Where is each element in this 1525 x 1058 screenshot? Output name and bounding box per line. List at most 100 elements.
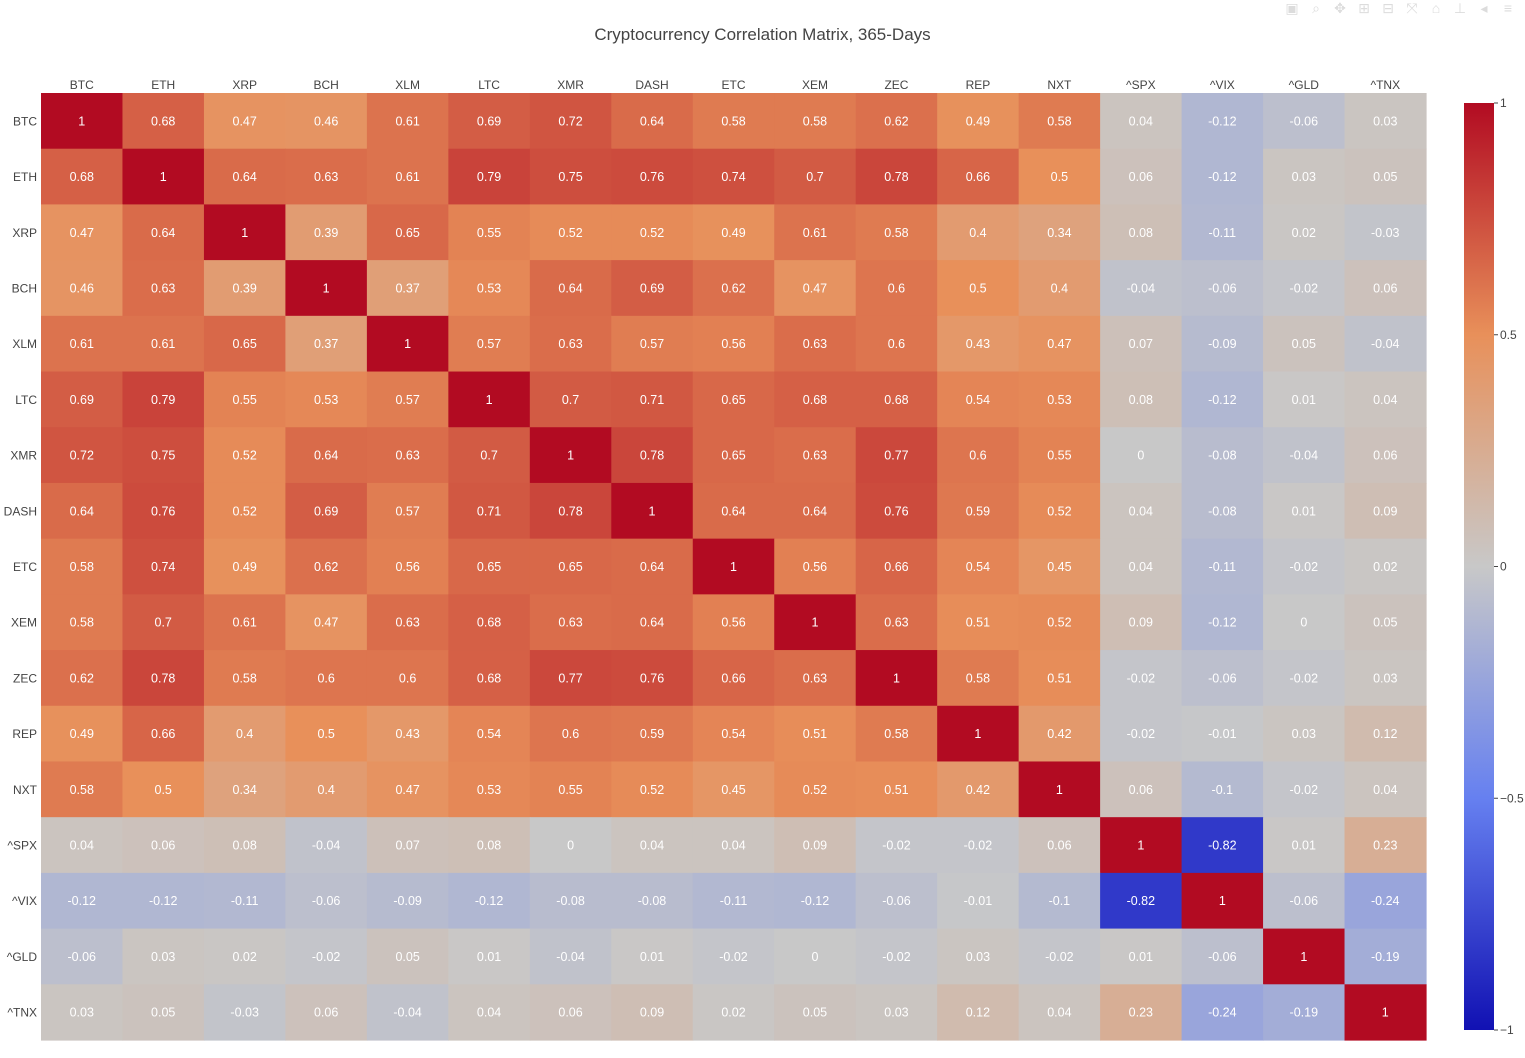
heatmap-cell bbox=[448, 817, 531, 874]
zoom-icon[interactable]: ⌕ bbox=[1312, 0, 1320, 16]
heatmap-cell bbox=[1181, 538, 1264, 595]
heatmap-cell bbox=[41, 93, 124, 150]
cell-value-label: 0.5 bbox=[1051, 170, 1068, 184]
cell-value-label: 0.64 bbox=[640, 616, 664, 630]
heatmap-cell bbox=[611, 371, 694, 428]
spike-lines-icon[interactable]: ⊥ bbox=[1453, 0, 1467, 16]
heatmap-cell bbox=[203, 594, 287, 651]
cell-value-label: 0 bbox=[811, 950, 818, 964]
cell-value-label: 0.01 bbox=[1129, 950, 1153, 964]
heatmap-cell bbox=[41, 427, 124, 484]
heatmap-cell bbox=[448, 93, 531, 150]
colorbar-tick-label: 0.5 bbox=[1500, 328, 1517, 342]
cell-value-label: 0.52 bbox=[233, 504, 257, 518]
cell-value-label: 0.77 bbox=[884, 449, 908, 463]
heatmap-cell bbox=[448, 148, 531, 206]
cell-value-label: 0.61 bbox=[395, 170, 419, 184]
cell-value-label: -0.04 bbox=[312, 839, 341, 853]
cell-value-label: 0.51 bbox=[1047, 671, 1071, 685]
cell-value-label: -0.04 bbox=[1290, 449, 1319, 463]
heatmap-cell bbox=[1344, 315, 1427, 373]
hover-closest-icon[interactable]: ◂ bbox=[1480, 0, 1488, 16]
cell-value-label: 0.03 bbox=[1373, 114, 1397, 128]
heatmap-cell bbox=[1263, 761, 1346, 818]
cell-value-label: 0.01 bbox=[477, 950, 501, 964]
heatmap-cell bbox=[448, 594, 531, 651]
cell-value-label: -0.04 bbox=[1127, 281, 1156, 295]
y-tick-label: ^GLD bbox=[7, 950, 38, 964]
cell-value-label: 0.09 bbox=[640, 1006, 664, 1020]
heatmap-cell bbox=[1018, 872, 1101, 930]
heatmap-cell bbox=[285, 761, 368, 818]
heatmap-cell bbox=[203, 872, 287, 930]
heatmap-cell bbox=[1263, 650, 1346, 707]
cell-value-label: 0.59 bbox=[640, 727, 664, 741]
cell-value-label: -0.02 bbox=[719, 950, 748, 964]
cell-value-label: 0.58 bbox=[70, 560, 94, 574]
cell-value-label: 1 bbox=[730, 560, 737, 574]
x-tick-label: ETC bbox=[722, 78, 746, 92]
cell-value-label: -0.06 bbox=[1208, 671, 1237, 685]
cell-value-label: 0.04 bbox=[1129, 504, 1153, 518]
heatmap-cell bbox=[692, 984, 775, 1041]
heatmap-cell bbox=[1100, 538, 1183, 595]
cell-value-label: 0.52 bbox=[640, 226, 664, 240]
cell-value-label: 0.03 bbox=[70, 1006, 94, 1020]
heatmap-cell bbox=[1181, 705, 1264, 763]
cell-value-label: 0.62 bbox=[884, 114, 908, 128]
home-icon[interactable]: ⌂ bbox=[1431, 0, 1441, 16]
heatmap-cell bbox=[203, 650, 287, 707]
heatmap-cell bbox=[448, 984, 531, 1041]
x-tick-label: DASH bbox=[635, 78, 668, 92]
cell-value-label: -0.09 bbox=[1208, 337, 1237, 351]
heatmap-cell bbox=[1100, 260, 1183, 317]
heatmap-cell bbox=[529, 817, 612, 874]
heatmap-cell bbox=[1018, 928, 1101, 985]
cell-value-label: 0.54 bbox=[721, 727, 745, 741]
zoom-in-icon[interactable]: ⊞ bbox=[1358, 0, 1370, 16]
autoscale-icon[interactable]: ⤧ bbox=[1406, 0, 1418, 16]
cell-value-label: 0.55 bbox=[477, 226, 501, 240]
cell-value-label: 0.63 bbox=[558, 616, 582, 630]
cell-value-label: 0.76 bbox=[884, 504, 908, 518]
heatmap-cell bbox=[937, 705, 1020, 763]
heatmap-cell bbox=[1344, 260, 1427, 317]
heatmap-cell bbox=[285, 482, 368, 540]
cell-value-label: 0.09 bbox=[803, 839, 827, 853]
cell-value-label: 0.72 bbox=[70, 449, 94, 463]
x-tick-label: NXT bbox=[1047, 78, 1072, 92]
heatmap-cell bbox=[692, 538, 775, 595]
cell-value-label: 0.46 bbox=[314, 114, 338, 128]
camera-icon[interactable]: ▣ bbox=[1285, 0, 1299, 16]
heatmap-cell bbox=[611, 984, 694, 1041]
cell-value-label: 0.04 bbox=[1047, 1006, 1071, 1020]
cell-value-label: 0.6 bbox=[969, 449, 986, 463]
heatmap-cell bbox=[529, 260, 612, 317]
colorbar-tick-label: 0 bbox=[1500, 560, 1507, 574]
heatmap-cell bbox=[1263, 148, 1346, 206]
heatmap-cell bbox=[366, 482, 449, 540]
hover-compare-icon[interactable]: ≡ bbox=[1503, 0, 1513, 16]
heatmap-cell bbox=[1018, 538, 1101, 595]
colorbar-tick-label: −1 bbox=[1500, 1023, 1514, 1037]
cell-value-label: -0.82 bbox=[1208, 839, 1237, 853]
heatmap-cell bbox=[692, 204, 775, 261]
heatmap-cell bbox=[611, 872, 694, 930]
modebar: ▣ ⌕ ✥ ⊞ ⊟ ⤧ ⌂ ⊥ ◂ ≡ bbox=[1283, 0, 1517, 18]
heatmap-cell bbox=[366, 427, 449, 484]
cell-value-label: -0.02 bbox=[1290, 671, 1319, 685]
heatmap-cell bbox=[855, 984, 938, 1041]
cell-value-label: 0.74 bbox=[151, 560, 175, 574]
cell-value-label: 0.54 bbox=[477, 727, 501, 741]
heatmap-cell bbox=[448, 872, 531, 930]
y-tick-label: XRP bbox=[12, 226, 37, 240]
heatmap-cell bbox=[1100, 761, 1183, 818]
cell-value-label: 0.54 bbox=[966, 393, 990, 407]
heatmap-cell bbox=[692, 93, 775, 150]
heatmap-cell bbox=[448, 315, 531, 373]
cell-value-label: 0.64 bbox=[640, 560, 664, 574]
zoom-out-icon[interactable]: ⊟ bbox=[1382, 0, 1394, 16]
heatmap-cell bbox=[122, 482, 205, 540]
pan-icon[interactable]: ✥ bbox=[1334, 0, 1346, 16]
heatmap-cell bbox=[855, 204, 938, 261]
